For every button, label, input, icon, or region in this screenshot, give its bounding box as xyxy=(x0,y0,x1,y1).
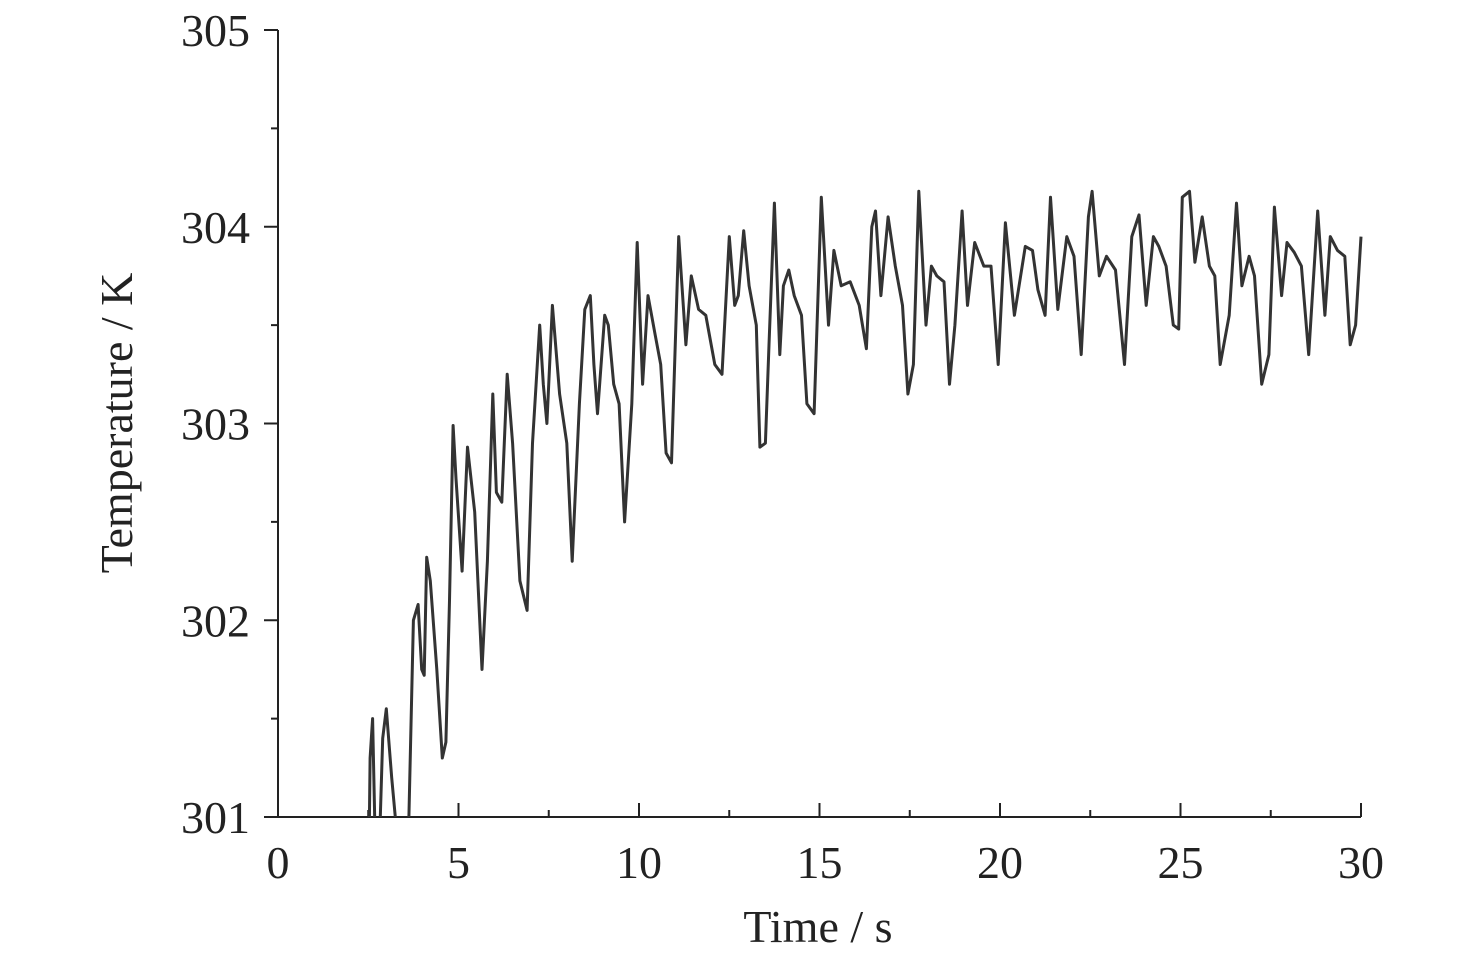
x-tick-label: 20 xyxy=(977,837,1023,888)
y-axis-label: Temperature / K xyxy=(91,273,142,574)
y-tick-label: 305 xyxy=(181,5,250,56)
x-tick-label: 0 xyxy=(267,837,290,888)
x-tick-label: 15 xyxy=(797,837,843,888)
x-tick-label: 30 xyxy=(1338,837,1384,888)
plot-area xyxy=(367,189,1363,817)
y-tick-label: 304 xyxy=(181,202,250,253)
x-tick-label: 5 xyxy=(447,837,470,888)
y-tick-label: 302 xyxy=(181,595,250,646)
y-tick-label: 301 xyxy=(181,792,250,843)
x-axis-label: Time / s xyxy=(743,901,892,952)
y-tick-label: 303 xyxy=(181,399,250,450)
temperature-series-line xyxy=(367,189,1363,817)
tick-labels: 0 5 10 15 20 25 30 301 302 303 304 305 xyxy=(181,5,1384,888)
x-tick-label: 10 xyxy=(616,837,662,888)
tick-marks xyxy=(264,29,1362,818)
axes xyxy=(277,30,1361,818)
x-tick-label: 25 xyxy=(1158,837,1204,888)
